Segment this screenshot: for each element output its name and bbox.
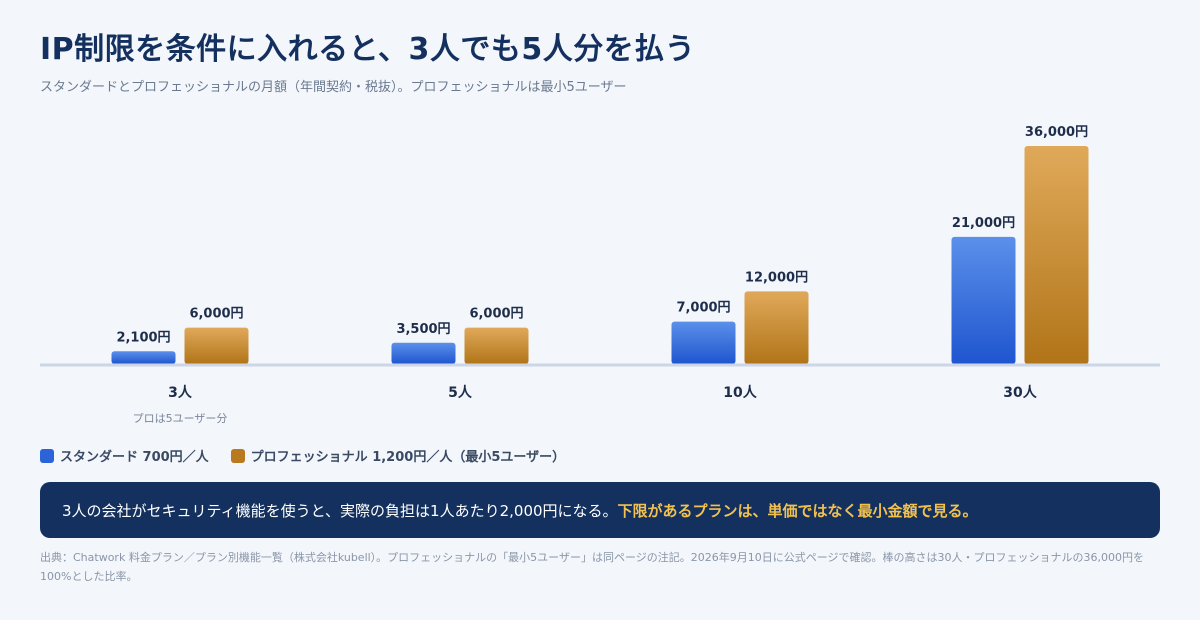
x-tick-label-2: 5人 (448, 384, 473, 401)
source-note: 出典：Chatwork 料金プラン／プラン別機能一覧（株式会社kubell）。プ… (40, 551, 1144, 583)
data-label-standard-3: 7,000円 (676, 301, 730, 316)
x-tick-label-3: 10人 (723, 384, 757, 401)
bar-standard-2 (391, 342, 456, 364)
bar-professional-1 (184, 327, 249, 364)
x-tick-note-1: プロは5ユーザー分 (133, 412, 228, 425)
x-tick-label-1: 3人 (168, 384, 193, 401)
data-label-professional-4: 36,000円 (1025, 125, 1088, 140)
bar-chart: 2,100円 6,000円 3,500円 6,000円 7,000円 12,000円 21,… (40, 125, 1160, 425)
bar-professional-2 (464, 327, 529, 364)
chart-title: IP制限を条件に入れると、3人でも5人分を払う (40, 32, 696, 67)
data-label-professional-2: 6,000円 (469, 307, 523, 322)
bar-standard-4 (951, 236, 1016, 364)
data-label-professional-3: 12,000円 (745, 270, 808, 285)
legend-item-professional: プロフェッショナル 1,200円／人（最小5ユーザー） (230, 446, 566, 465)
legend-swatch-standard (40, 448, 54, 463)
legend-label-professional: プロフェッショナル 1,200円／人（最小5ユーザー） (250, 450, 566, 465)
bar-standard-1 (111, 351, 176, 364)
data-label-standard-4: 21,000円 (952, 216, 1015, 231)
callout-highlight: 下限があるプランは、単価ではなく最小金額で見る。 (617, 501, 978, 520)
legend-swatch-professional (230, 448, 245, 463)
data-label-standard-2: 3,500円 (396, 322, 450, 337)
takeaway-callout: 3人の会社がセキュリティ機能を使うと、実際の負担は1人あたり2,000円になる。… (40, 482, 1160, 538)
chart-subtitle: スタンダードとプロフェッショナルの月額（年間契約・税抜）。プロフェッショナルは最… (40, 80, 627, 95)
data-label-professional-1: 6,000円 (189, 307, 243, 322)
callout-text: 3人の会社がセキュリティ機能を使うと、実際の負担は1人あたり2,000円になる。 (62, 501, 618, 520)
data-label-standard-1: 2,100円 (116, 330, 170, 345)
legend-item-standard: スタンダード 700円／人 (40, 446, 209, 465)
bar-professional-4 (1024, 146, 1089, 364)
legend-label-standard: スタンダード 700円／人 (60, 450, 209, 465)
x-tick-label-4: 30人 (1003, 384, 1037, 401)
bar-professional-3 (744, 291, 809, 364)
bar-standard-3 (671, 321, 736, 364)
legend: スタンダード 700円／人 プロフェッショナル 1,200円／人（最小5ユーザー… (40, 446, 565, 465)
